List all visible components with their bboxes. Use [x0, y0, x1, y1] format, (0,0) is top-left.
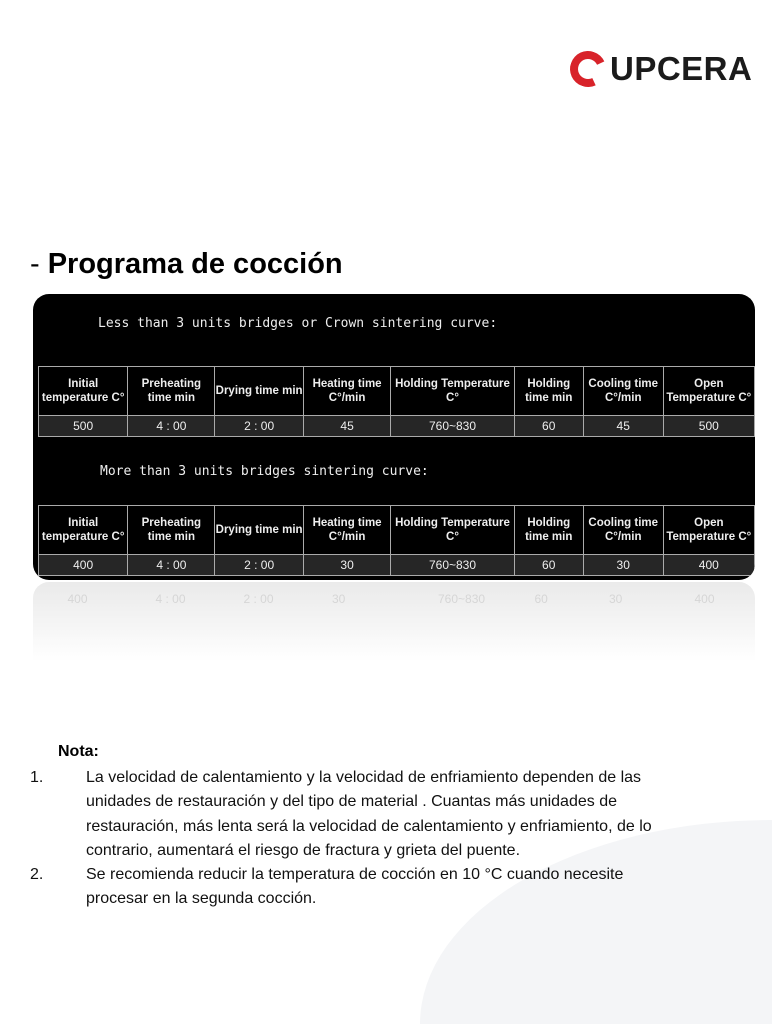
table-cell: 400 [37, 554, 129, 576]
table-cell: 500 [662, 415, 755, 437]
upcera-logo: UPCERA [564, 45, 753, 93]
note-text: Se recomienda reducir la temperatura de … [86, 866, 624, 908]
table-caption: More than 3 units bridges sintering curv… [100, 464, 429, 479]
reflection-text: 400 [694, 592, 715, 606]
note-item: 1. La velocidad de calentamiento y la vel… [30, 766, 680, 863]
note-text: La velocidad de calentamiento y la veloc… [86, 769, 652, 859]
table-cell: 4 : 00 [127, 415, 216, 437]
logo-swoosh-icon [564, 45, 612, 93]
page-title: - Programa de cocción [30, 248, 343, 281]
column-header: Holding time min [513, 366, 584, 416]
table-cell: 400 [662, 554, 755, 576]
reflection-text: 30 [609, 592, 623, 606]
note-number: 2. [30, 866, 44, 884]
table-cell: 760~830 [390, 554, 515, 576]
column-header: Open Temperature C° [662, 505, 755, 555]
table-cell: 760~830 [390, 415, 515, 437]
column-header: Preheating time min [127, 366, 216, 416]
table-cell: 30 [302, 554, 392, 576]
column-header: Open Temperature C° [662, 366, 755, 416]
table-cell: 500 [37, 415, 129, 437]
column-header: Holding time min [513, 505, 584, 555]
column-header: Heating time C°/min [302, 505, 392, 555]
table-cell: 4 : 00 [127, 554, 216, 576]
column-header: Holding Temperature C° [390, 505, 515, 555]
sintering-table-2: Initial temperature C° Preheating time mi… [37, 505, 755, 576]
column-header: Holding Temperature C° [390, 366, 515, 416]
table-cell: 45 [302, 415, 392, 437]
note-label: Nota: [58, 743, 99, 760]
note-number: 1. [30, 769, 44, 786]
sintering-table-1: Initial temperature C° Preheating time mi… [37, 366, 755, 437]
table-cell: 2 : 00 [214, 554, 304, 576]
column-header: Heating time C°/min [302, 366, 392, 416]
table-cell: 45 [582, 415, 664, 437]
column-header: Cooling time C°/min [582, 366, 664, 416]
table-cell: 30 [582, 554, 664, 576]
column-header: Drying time min [214, 505, 304, 555]
table-caption: Less than 3 units bridges or Crown sinte… [98, 316, 498, 331]
reflection-text: 400 [67, 592, 88, 606]
column-header: Initial temperature C° [37, 366, 129, 416]
column-header: Initial temperature C° [37, 505, 129, 555]
note-list: 1. La velocidad de calentamiento y la vel… [30, 766, 680, 912]
column-header: Preheating time min [127, 505, 216, 555]
panel-reflection: 400 4 : 00 2 : 00 30 760~830 60 30 400 [33, 582, 755, 662]
reflection-text: 4 : 00 [155, 592, 186, 606]
table-cell: 2 : 00 [214, 415, 304, 437]
column-header: Cooling time C°/min [582, 505, 664, 555]
column-header: Drying time min [214, 366, 304, 416]
table-cell: 60 [513, 554, 584, 576]
title-dash: - [30, 248, 48, 280]
logo-text: UPCERA [610, 50, 753, 87]
reflection-text: 30 [332, 592, 346, 606]
note-item: 2. Se recomienda reducir la temperatura d… [30, 863, 680, 912]
reflection-text: 60 [534, 592, 548, 606]
title-text: Programa de cocción [47, 248, 343, 280]
sintering-tables-panel: Less than 3 units bridges or Crown sinte… [33, 294, 755, 580]
reflection-text: 760~830 [438, 592, 486, 606]
reflection-text: 2 : 00 [243, 592, 274, 606]
table-cell: 60 [513, 415, 584, 437]
